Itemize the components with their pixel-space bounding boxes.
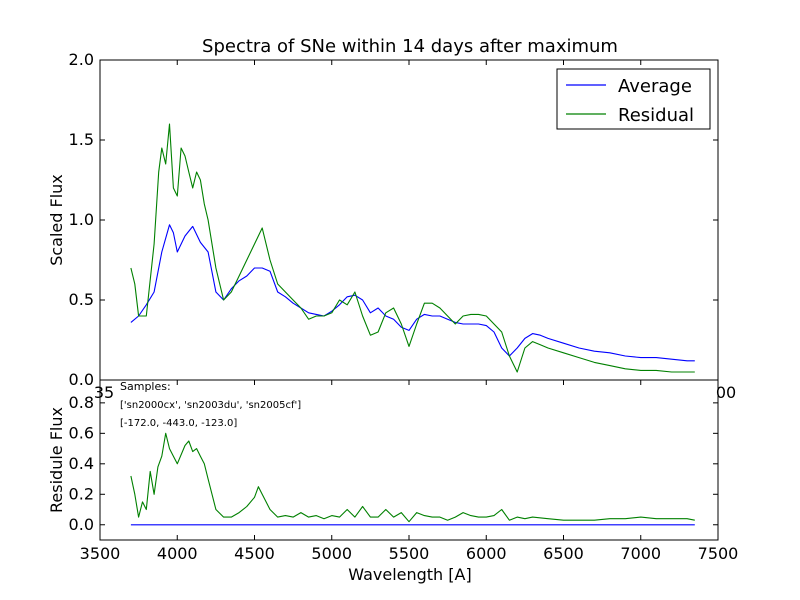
samples-offsets: [-172.0, -443.0, -123.0] — [120, 418, 237, 429]
samples-heading: Samples: — [120, 380, 171, 393]
bottom-x-tick-label: 7500 — [698, 544, 739, 563]
top-series-line-residual — [130, 123, 695, 373]
bottom-y-tick-label: 0.2 — [69, 484, 94, 503]
samples-names: ['sn2000cx', 'sn2003du', 'sn2005cf'] — [120, 400, 301, 411]
bottom-series-line-series-1 — [130, 432, 695, 523]
bottom-x-tick-label: 5000 — [311, 544, 352, 563]
bottom-x-tick-label: 4000 — [157, 544, 198, 563]
top-series-group — [130, 123, 695, 373]
top-y-axis-label: Scaled Flux — [47, 174, 66, 266]
bottom-y-tick-label: 0.0 — [69, 515, 94, 534]
top-y-tick-label: 0.5 — [69, 290, 94, 309]
legend: Average Residual — [556, 68, 711, 130]
top-x-tick-label-partial-right: 00 — [716, 383, 736, 402]
bottom-x-tick-label: 6500 — [543, 544, 584, 563]
top-y-tick-label: 1.0 — [69, 210, 94, 229]
bottom-y-tick-label: 0.6 — [69, 423, 94, 442]
bottom-x-tick-label: 5500 — [389, 544, 430, 563]
legend-label-residual: Residual — [618, 105, 694, 126]
bottom-y-tick-label: 0.8 — [69, 393, 94, 412]
top-y-tick-label: 1.5 — [69, 130, 94, 149]
bottom-y-axis-label: Residule Flux — [47, 407, 66, 513]
bottom-x-tick-label: 4500 — [234, 544, 275, 563]
bottom-x-tick-label: 7000 — [620, 544, 661, 563]
top-y-tick-label: 2.0 — [69, 50, 94, 69]
bottom-y-tick-label: 0.4 — [69, 454, 94, 473]
bottom-x-tick-label: 6000 — [466, 544, 507, 563]
bottom-series-group — [130, 432, 695, 526]
chart-title: Spectra of SNe within 14 days after maxi… — [202, 36, 618, 57]
top-series-line-average — [130, 224, 695, 362]
top-ticks-group: 0.0 0.5 1.0 1.5 2.0 — [69, 50, 719, 389]
legend-box — [556, 68, 711, 130]
bottom-axes-background — [100, 380, 718, 540]
x-axis-label: Wavelength [A] — [348, 565, 471, 584]
top-x-tick-label-partial-left: 35 — [94, 383, 114, 402]
top-panel: 0.0 0.5 1.0 1.5 2.0 Spectra of SNe within 14… — [47, 36, 719, 389]
bottom-x-tick-label: 3500 — [80, 544, 121, 563]
legend-label-average: Average — [618, 76, 692, 97]
top-y-tick-label: 0.0 — [69, 370, 94, 389]
